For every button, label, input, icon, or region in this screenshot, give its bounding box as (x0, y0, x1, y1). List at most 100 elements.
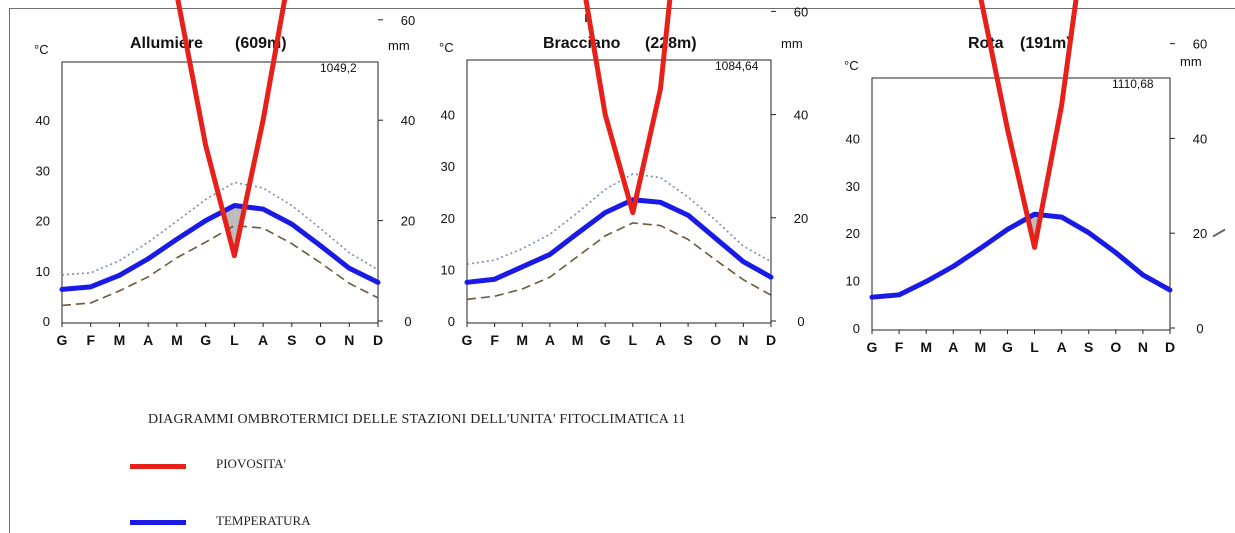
left-tick-label: 40 (36, 113, 50, 128)
left-tick-label: 0 (448, 314, 455, 329)
month-label: M (572, 332, 584, 348)
right-axis-unit: mm (1180, 54, 1202, 69)
left-tick-label: 0 (853, 321, 860, 336)
legend-precipitation-label: PIOVOSITA' (216, 456, 286, 471)
right-tick-label: 40 (1193, 131, 1207, 146)
month-label: M (516, 332, 528, 348)
frame-top-border (9, 8, 1235, 9)
left-tick-label: 20 (36, 214, 50, 229)
month-label: M (975, 339, 987, 355)
temperature-point (714, 236, 718, 240)
month-label: G (57, 332, 68, 348)
temperature-point (741, 260, 745, 264)
temperature-point (117, 273, 121, 277)
precipitation-point (658, 87, 662, 91)
month-label: O (1110, 339, 1121, 355)
precipitation-line (583, 0, 673, 216)
chart-svg: Allumiere (609m)°C mm1049,2010203040020406… (34, 0, 415, 348)
right-tick-label: 40 (401, 113, 415, 128)
temperature-point (548, 252, 552, 256)
total-precipitation-label: 1110,68 (1112, 77, 1154, 91)
month-label: L (1030, 339, 1039, 355)
month-label: L (629, 332, 638, 348)
temperature-point (204, 219, 208, 223)
month-label: G (462, 332, 473, 348)
month-label: N (344, 332, 354, 348)
right-tick-label: 0 (797, 314, 804, 329)
precipitation-point (232, 254, 236, 258)
month-label: N (738, 332, 748, 348)
left-tick-label: 10 (846, 274, 860, 289)
left-tick-label: 30 (36, 163, 50, 178)
temperature-point (290, 222, 294, 226)
month-label: M (171, 332, 183, 348)
precipitation-point (1005, 127, 1009, 131)
temperature-point (232, 204, 236, 208)
month-label: A (1057, 339, 1067, 355)
month-label: G (600, 332, 611, 348)
temperature-point (376, 280, 380, 284)
left-axis-unit: °C (439, 40, 454, 55)
month-label: A (655, 332, 665, 348)
max-temperature-line (61, 181, 379, 276)
month-label: L (230, 332, 239, 348)
precipitation-line (978, 0, 1079, 250)
month-label: S (683, 332, 692, 348)
temperature-point (603, 211, 607, 215)
right-tick-label: 20 (401, 214, 415, 229)
month-label: D (766, 332, 776, 348)
temperature-point (686, 213, 690, 217)
temperature-point (658, 200, 662, 204)
chart-bracciano: Bracciano (228m) °C mm 1084,64 0 10 20 30 40 0 20 40… (415, 0, 825, 370)
chart-svg: Rota(191m)°Cmm1110,680102030400204060801… (844, 0, 1207, 355)
plot-frame (61, 61, 379, 324)
left-tick-label: 10 (441, 262, 455, 277)
temperature-line (464, 197, 774, 285)
left-tick-label: 0 (43, 314, 50, 329)
month-label: A (143, 332, 153, 348)
left-tick-label: 10 (36, 264, 50, 279)
temperature-line (59, 203, 381, 292)
right-tick-label: 0 (404, 314, 411, 329)
temperature-point (347, 266, 351, 270)
chart-rota: Rota(191m)°Cmm1110,680102030400204060801… (820, 0, 1230, 370)
left-axis-unit: °C (34, 42, 49, 57)
frame-left-border (9, 8, 10, 533)
min-temperature-line (466, 222, 772, 301)
precipitation-point (1033, 245, 1037, 249)
right-tick-label: 60 (794, 4, 808, 19)
left-tick-label: 40 (441, 108, 455, 123)
month-label: N (1138, 339, 1148, 355)
temperature-point (493, 277, 497, 281)
left-tick-label: 30 (846, 179, 860, 194)
precipitation-point (603, 113, 607, 117)
month-label: M (114, 332, 126, 348)
legend-precipitation-swatch (130, 464, 186, 469)
right-tick-label: 20 (1193, 226, 1207, 241)
temperature-point (576, 231, 580, 235)
month-label: O (315, 332, 326, 348)
month-label: G (200, 332, 211, 348)
legend-temperature-label: TEMPERATURA (216, 513, 311, 528)
temperature-point (1087, 231, 1091, 235)
scan-mark (585, 14, 587, 22)
left-axis-unit: °C (844, 58, 859, 73)
temperature-point (146, 257, 150, 261)
precipitation-point (631, 211, 635, 215)
month-label: S (1084, 339, 1093, 355)
precipitation-point (261, 118, 265, 122)
month-label: D (1165, 339, 1175, 355)
legend-temperature-swatch (130, 520, 186, 525)
temperature-point (924, 280, 928, 284)
precipitation-point (204, 143, 208, 147)
month-label: G (1002, 339, 1013, 355)
temperature-point (1141, 273, 1145, 277)
month-label: M (920, 339, 932, 355)
chart-allumiere: Allumiere (609m) °C mm 1049,2 0 10 20 30 40 0 20 40 6… (20, 0, 430, 370)
temperature-point (1033, 212, 1037, 216)
month-label: O (710, 332, 721, 348)
left-tick-label: 40 (846, 131, 860, 146)
right-tick-label: 60 (1193, 37, 1207, 52)
temperature-point (520, 265, 524, 269)
month-label: A (258, 332, 268, 348)
